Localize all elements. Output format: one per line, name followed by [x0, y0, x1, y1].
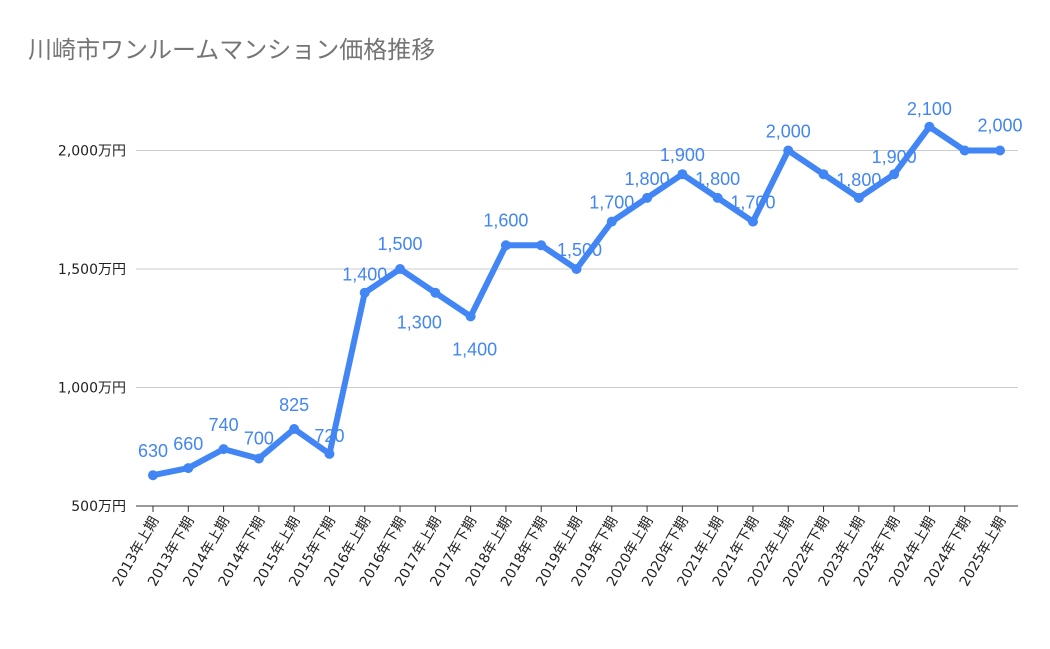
data-label: 700	[244, 429, 274, 449]
chart-title: 川崎市ワンルームマンション価格推移	[28, 36, 436, 64]
data-point	[712, 192, 723, 203]
data-point	[395, 264, 406, 274]
data-label: 1,800	[695, 169, 740, 189]
data-point	[253, 453, 264, 464]
y-tick-label: 1,000万円	[58, 381, 126, 397]
data-point	[500, 240, 511, 251]
data-point	[289, 423, 300, 434]
data-point	[783, 145, 794, 156]
y-tick-label: 500万円	[71, 499, 126, 515]
data-label: 1,400	[342, 265, 387, 285]
data-point	[183, 463, 194, 474]
data-point	[430, 287, 441, 298]
data-label: 740	[209, 415, 239, 435]
data-label: 1,900	[872, 147, 917, 167]
data-point	[359, 287, 370, 298]
data-point	[571, 264, 582, 274]
data-label: 825	[279, 395, 309, 415]
data-label: 1,300	[397, 313, 442, 333]
data-label: 2,100	[907, 99, 952, 119]
data-point	[642, 192, 653, 203]
data-label: 1,800	[625, 169, 670, 189]
data-label: 630	[138, 441, 168, 461]
y-tick-label: 2,000万円	[58, 144, 126, 160]
data-point	[324, 448, 335, 459]
data-label: 2,000	[977, 116, 1022, 136]
data-point	[606, 216, 617, 227]
data-point	[889, 169, 900, 180]
y-tick-label: 1,500万円	[58, 262, 126, 278]
data-point	[677, 169, 688, 180]
data-label: 660	[173, 434, 203, 454]
data-label: 1,400	[452, 339, 497, 359]
data-label: 720	[314, 426, 344, 446]
data-point	[218, 444, 229, 455]
data-point	[148, 470, 158, 481]
data-label: 1,700	[730, 193, 775, 213]
data-label: 1,500	[557, 240, 602, 260]
data-label: 1,700	[589, 193, 634, 213]
data-label: 1,500	[378, 234, 423, 254]
data-label: 1,900	[660, 145, 705, 165]
data-label: 1,600	[483, 210, 528, 230]
data-point	[924, 121, 935, 132]
data-point	[853, 192, 864, 203]
data-label: 2,000	[766, 122, 811, 142]
data-point	[536, 240, 547, 251]
data-point	[959, 145, 970, 156]
data-point	[818, 169, 829, 180]
data-point	[747, 216, 758, 227]
data-point	[465, 311, 476, 322]
data-label: 1,800	[836, 170, 881, 190]
data-point	[995, 145, 1005, 156]
